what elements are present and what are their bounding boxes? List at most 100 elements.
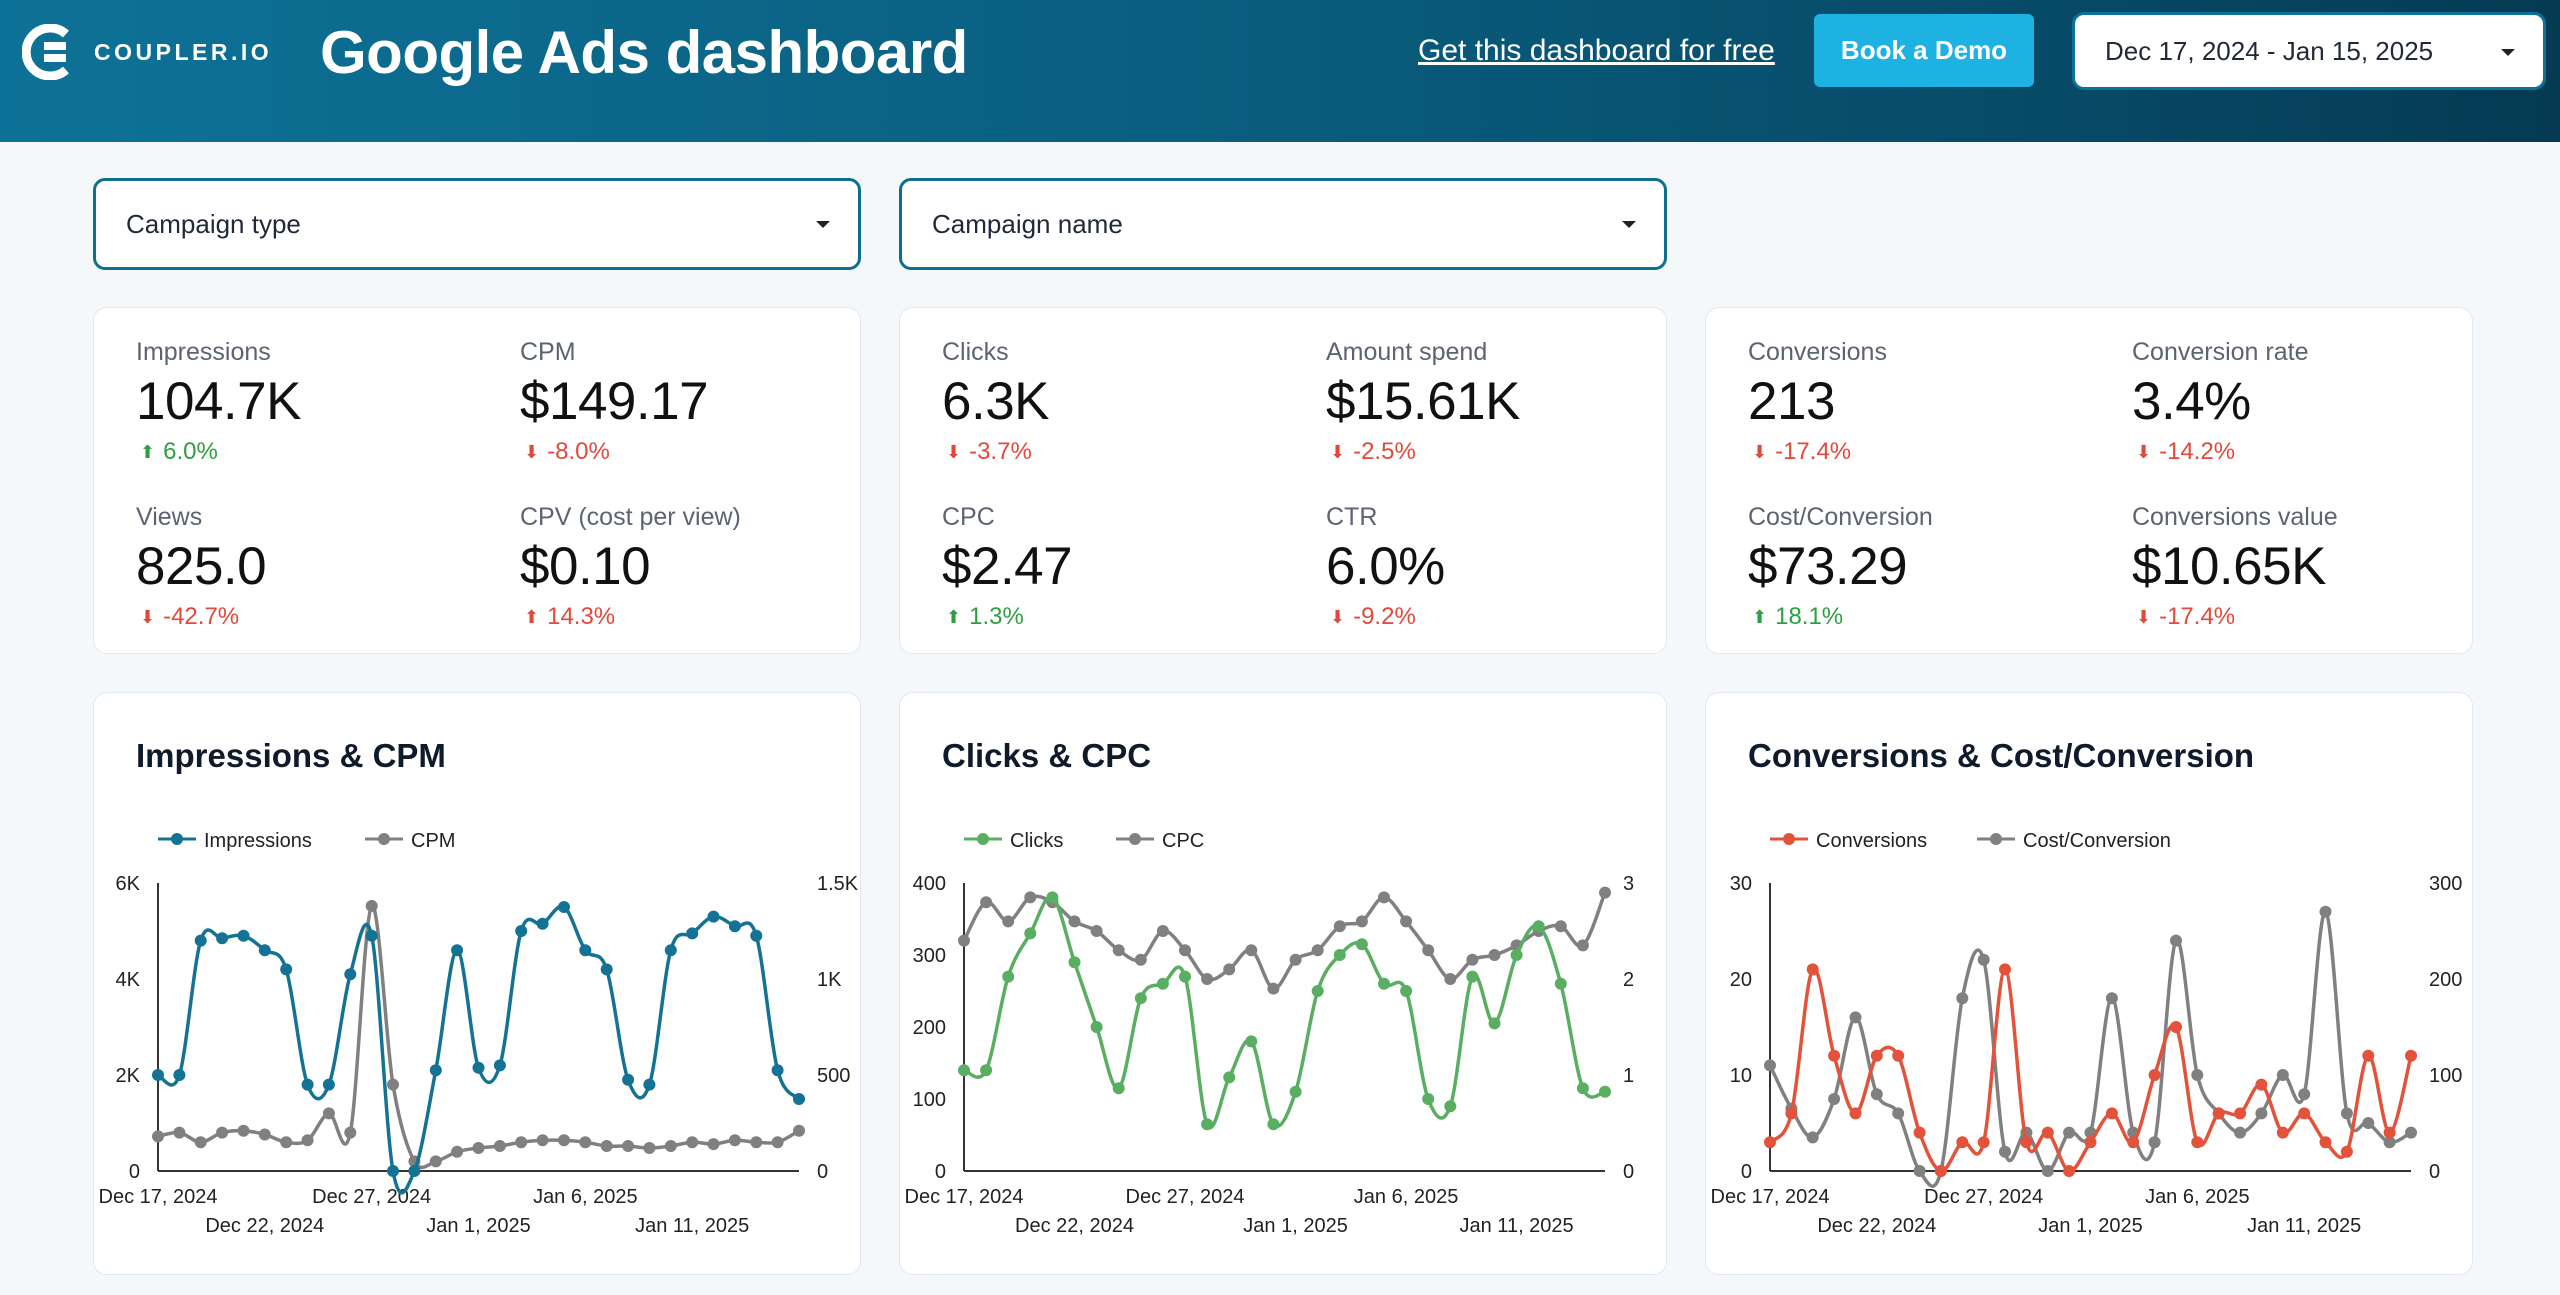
data-point xyxy=(237,929,250,942)
data-point xyxy=(2234,1126,2247,1139)
y-left-tick-label: 400 xyxy=(913,873,946,895)
data-point xyxy=(1333,949,1346,961)
y-right-tick-label: 2 xyxy=(1623,969,1634,991)
legend-item: Clicks xyxy=(964,830,1063,852)
data-point xyxy=(2362,1117,2375,1129)
data-point xyxy=(1046,891,1059,904)
kpi-metric: CPM $149.17 ⬇ -8.0% xyxy=(520,338,709,466)
data-point xyxy=(1977,1136,1990,1149)
arrow-up-icon: ⬆ xyxy=(1752,606,1768,627)
kpi-delta-value: 6.0% xyxy=(163,438,218,465)
book-demo-button[interactable]: Book a Demo xyxy=(1814,14,2034,87)
data-point xyxy=(1400,915,1413,928)
data-point xyxy=(600,963,613,976)
data-point xyxy=(1444,973,1457,985)
data-point xyxy=(2063,1126,2076,1139)
data-point xyxy=(1333,920,1346,933)
legend-marker xyxy=(1783,833,1795,845)
data-point xyxy=(2191,1069,2204,1081)
chart-title: Impressions & CPM xyxy=(136,737,446,774)
data-point xyxy=(194,1136,207,1149)
chart-card: Conversions & Cost/Conversion Conversions… xyxy=(1705,692,2473,1275)
legend-item: Impressions xyxy=(158,830,312,852)
x-tick-label: Dec 27, 2024 xyxy=(1924,1186,2043,1208)
kpi-label: Conversions xyxy=(1748,338,1887,366)
data-point xyxy=(793,1124,805,1137)
data-point xyxy=(1764,1136,1776,1149)
x-tick-label: Jan 6, 2025 xyxy=(533,1186,638,1208)
data-point xyxy=(686,1136,699,1149)
chart-card: Clicks & CPC Clicks CPC 0 100 200 300 400 0 1 2 3 De… xyxy=(899,692,1667,1275)
data-point xyxy=(1892,1049,1905,1062)
kpi-metric: CPV (cost per view) $0.10 ⬆ 14.3% xyxy=(520,503,741,631)
arrow-up-icon: ⬆ xyxy=(946,606,962,627)
x-tick-label: Dec 17, 2024 xyxy=(1711,1186,1830,1208)
kpi-delta-value: -17.4% xyxy=(2159,603,2236,630)
data-point xyxy=(472,1061,485,1074)
kpi-value: 825.0 xyxy=(136,537,267,596)
data-point xyxy=(793,1093,805,1105)
y-left-tick-label: 30 xyxy=(1730,873,1752,895)
data-point xyxy=(664,1140,677,1152)
data-point xyxy=(2298,1107,2311,1120)
data-point xyxy=(2298,1088,2311,1101)
x-tick-label: Dec 17, 2024 xyxy=(905,1186,1024,1208)
data-point xyxy=(2191,1136,2204,1149)
data-point xyxy=(1002,970,1015,983)
data-point xyxy=(280,1136,293,1149)
kpi-label: Conversion rate xyxy=(2132,338,2309,366)
chevron-down-icon xyxy=(1622,221,1636,228)
arrow-down-icon: ⬇ xyxy=(1752,441,1768,462)
campaign-name-filter[interactable]: Campaign name xyxy=(899,178,1667,270)
chart-card: Impressions & CPM Impressions CPM 0 2K 4K 6K 0 5… xyxy=(93,692,861,1275)
campaign-type-filter[interactable]: Campaign type xyxy=(93,178,861,270)
data-point xyxy=(558,901,570,913)
date-range-select[interactable]: Dec 17, 2024 - Jan 15, 2025 xyxy=(2072,12,2546,90)
data-point xyxy=(728,920,741,933)
y-left-tick-label: 6K xyxy=(116,873,141,895)
data-point xyxy=(1934,1165,1947,1177)
data-point xyxy=(2340,1107,2353,1120)
kpi-value: 213 xyxy=(1748,372,1835,431)
data-point xyxy=(643,1078,656,1091)
coupler-logo-icon xyxy=(21,23,74,81)
data-point xyxy=(1179,970,1191,983)
data-point xyxy=(387,1165,399,1177)
series-line xyxy=(157,904,800,1170)
data-point xyxy=(1554,977,1567,990)
data-point xyxy=(1764,1059,1776,1072)
data-point xyxy=(2105,992,2118,1005)
y-left-tick-label: 2K xyxy=(116,1065,141,1087)
brand-logo[interactable]: COUPLER.IO xyxy=(21,23,273,81)
kpi-label: CPC xyxy=(942,503,995,531)
data-point xyxy=(152,1069,164,1081)
data-point xyxy=(2170,934,2182,947)
data-point xyxy=(536,917,549,930)
data-point xyxy=(980,1064,993,1077)
data-point xyxy=(493,1059,506,1072)
kpi-value: $2.47 xyxy=(942,537,1073,596)
data-point xyxy=(750,929,763,942)
data-point xyxy=(958,934,970,947)
brand-wordmark: COUPLER.IO xyxy=(94,38,273,65)
y-left-tick-label: 10 xyxy=(1730,1065,1752,1087)
kpi-metric: Conversions 213 ⬇ -17.4% xyxy=(1748,338,1887,466)
data-point xyxy=(2148,1069,2161,1081)
data-point xyxy=(2340,1145,2353,1158)
y-right-tick-label: 1 xyxy=(1623,1065,1634,1087)
get-dashboard-link[interactable]: Get this dashboard for free xyxy=(1418,34,1775,67)
y-left-tick-label: 0 xyxy=(129,1161,140,1183)
kpi-delta: ⬇ -9.2% xyxy=(1326,603,1445,631)
data-point xyxy=(1422,1093,1435,1105)
kpi-value: $0.10 xyxy=(520,537,651,596)
data-point xyxy=(1090,925,1103,937)
x-tick-label: Jan 6, 2025 xyxy=(1354,1186,1459,1208)
kpi-metric: CTR 6.0% ⬇ -9.2% xyxy=(1326,503,1445,631)
arrow-down-icon: ⬇ xyxy=(1330,441,1346,462)
data-point xyxy=(2170,1021,2182,1033)
y-right-tick-label: 100 xyxy=(2429,1065,2462,1087)
arrow-up-icon: ⬆ xyxy=(140,441,156,462)
legend-label: Impressions xyxy=(204,830,312,852)
data-point xyxy=(515,1136,528,1149)
data-point xyxy=(1400,985,1413,997)
